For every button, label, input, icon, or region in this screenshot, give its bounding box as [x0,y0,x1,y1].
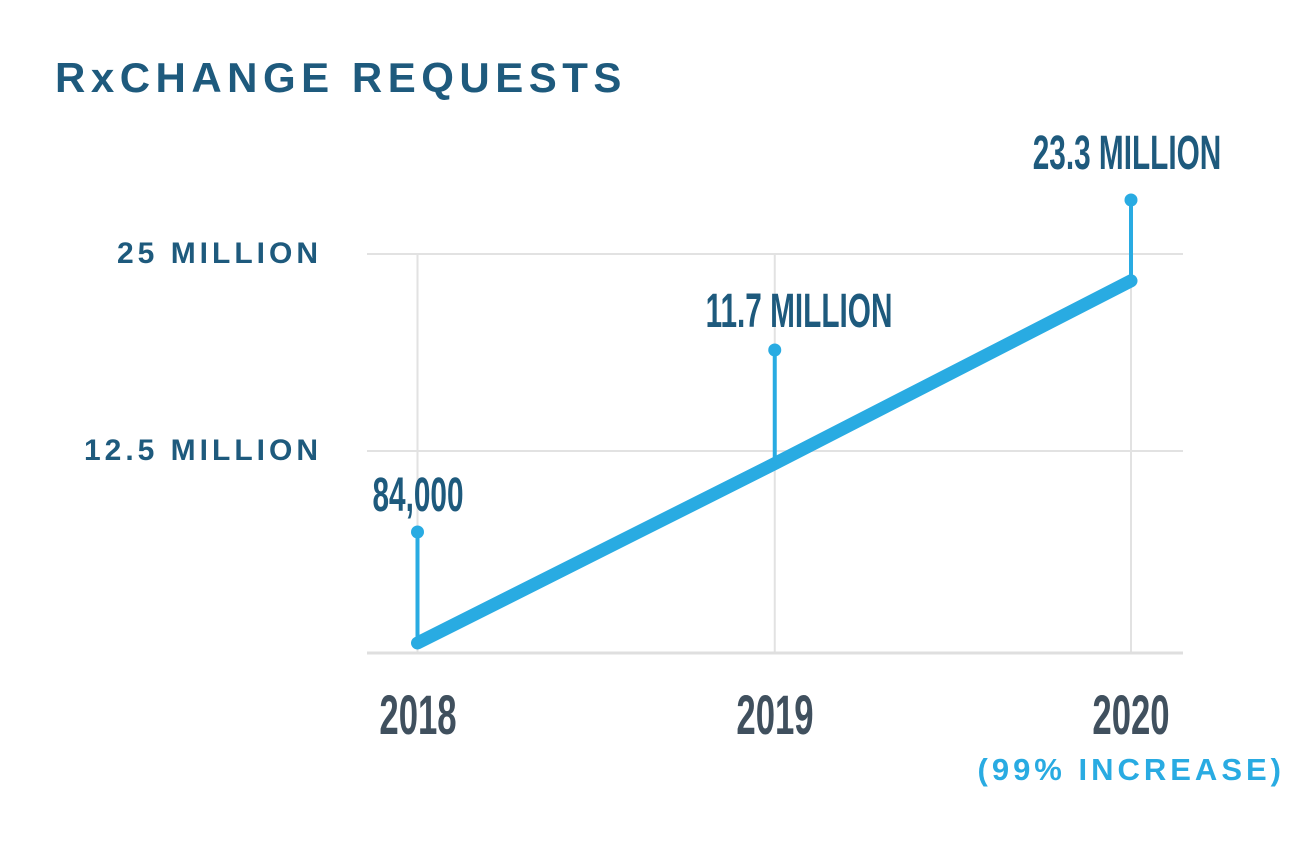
page-title: RxCHANGE REQUESTS [55,54,627,102]
year-label: 2020 [1092,683,1170,746]
data-point-dot [768,343,782,357]
year-label: 2018 [378,683,457,746]
point-label: 11.7 MILLION [705,285,893,338]
data-point-dot [1124,193,1138,207]
ytick-label: 12.5 MILLION [83,434,322,467]
year-label: 2019 [736,683,814,746]
point-label: 84,000 [372,469,464,522]
point-label: 23.3 MILLION [1032,127,1222,180]
data-point-dot [411,525,424,539]
increase-annotation: (99% INCREASE) [977,752,1285,787]
ytick-label: 25 MILLION [116,237,322,270]
